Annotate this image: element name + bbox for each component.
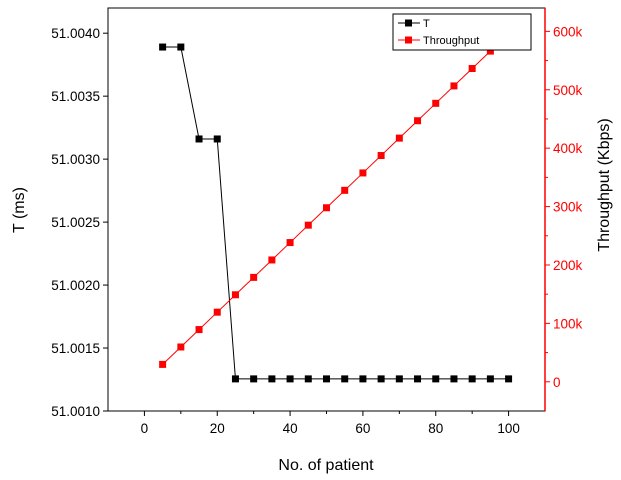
y-right-tick-label: 500k bbox=[553, 83, 583, 98]
x-tick-label: 80 bbox=[428, 421, 443, 436]
data-point-0 bbox=[359, 375, 367, 383]
data-point-0 bbox=[268, 375, 276, 383]
right-axis-ticks: 0 100k 200k 300k 400k 500k 600k bbox=[545, 24, 583, 390]
data-point-1 bbox=[250, 273, 258, 281]
data-point-1 bbox=[359, 169, 367, 177]
data-point-1 bbox=[395, 134, 403, 142]
data-point-0 bbox=[250, 375, 258, 383]
y-left-tick-label: 51.0015 bbox=[51, 341, 100, 356]
series-layer bbox=[159, 30, 513, 383]
data-point-1 bbox=[304, 221, 312, 229]
x-axis-ticks: 0 20 40 60 80 100 bbox=[141, 411, 520, 436]
x-tick-label: 100 bbox=[497, 421, 520, 436]
data-point-1 bbox=[486, 47, 494, 55]
data-point-1 bbox=[432, 99, 440, 107]
data-point-1 bbox=[377, 152, 385, 160]
data-point-0 bbox=[468, 375, 476, 383]
legend: T Throughput bbox=[392, 13, 532, 51]
data-point-0 bbox=[414, 375, 422, 383]
data-point-0 bbox=[159, 43, 167, 51]
data-point-1 bbox=[231, 291, 239, 299]
data-point-1 bbox=[341, 186, 349, 194]
data-point-1 bbox=[450, 82, 458, 90]
data-point-1 bbox=[468, 65, 476, 73]
legend-label-throughput: Throughput bbox=[423, 35, 479, 47]
data-point-0 bbox=[486, 375, 494, 383]
y-right-tick-label: 0 bbox=[553, 375, 561, 390]
y-left-tick-label: 51.0035 bbox=[51, 89, 100, 104]
data-point-0 bbox=[341, 375, 349, 383]
x-tick-label: 20 bbox=[210, 421, 225, 436]
y-left-tick-label: 51.0010 bbox=[51, 404, 100, 419]
y-left-tick-label: 51.0040 bbox=[51, 26, 100, 41]
data-point-0 bbox=[377, 375, 385, 383]
left-axis-title: T (ms) bbox=[11, 187, 28, 233]
legend-label-t: T bbox=[423, 18, 430, 30]
data-point-0 bbox=[505, 375, 513, 383]
data-point-1 bbox=[286, 239, 294, 247]
data-point-1 bbox=[323, 204, 330, 212]
x-tick-label: 60 bbox=[355, 421, 370, 436]
series-line-0 bbox=[162, 46, 509, 380]
data-point-0 bbox=[286, 375, 294, 383]
legend-marker-throughput bbox=[405, 36, 412, 44]
data-point-0 bbox=[231, 375, 239, 383]
x-tick-label: 0 bbox=[141, 421, 149, 436]
data-point-1 bbox=[213, 308, 221, 316]
data-point-1 bbox=[159, 360, 167, 368]
data-point-1 bbox=[414, 117, 422, 125]
data-point-0 bbox=[323, 375, 330, 383]
data-point-0 bbox=[450, 375, 458, 383]
x-tick-label: 40 bbox=[283, 421, 298, 436]
data-point-1 bbox=[177, 343, 185, 351]
y-left-tick-label: 51.0025 bbox=[51, 215, 100, 230]
data-point-0 bbox=[177, 43, 185, 51]
y-right-tick-label: 200k bbox=[553, 258, 583, 273]
y-right-tick-label: 300k bbox=[553, 200, 583, 215]
legend-marker-t bbox=[405, 19, 412, 27]
data-point-0 bbox=[213, 135, 221, 143]
left-axis-ticks: 51.0010 51.0015 51.0020 51.0025 51.0030 51.00… bbox=[51, 26, 108, 419]
x-axis-title: No. of patient bbox=[278, 457, 374, 474]
data-point-1 bbox=[195, 326, 203, 334]
y-left-tick-label: 51.0030 bbox=[51, 152, 100, 167]
right-axis-title: Throughput (Kbps) bbox=[596, 118, 613, 251]
y-right-tick-label: 100k bbox=[553, 316, 583, 331]
data-point-0 bbox=[304, 375, 312, 383]
data-point-0 bbox=[195, 135, 203, 143]
y-right-tick-label: 600k bbox=[553, 24, 583, 39]
data-point-1 bbox=[268, 256, 276, 264]
y-right-tick-label: 400k bbox=[553, 141, 583, 156]
legend-box bbox=[392, 13, 532, 51]
data-point-0 bbox=[432, 375, 440, 383]
data-point-0 bbox=[395, 375, 403, 383]
y-left-tick-label: 51.0020 bbox=[51, 278, 100, 293]
